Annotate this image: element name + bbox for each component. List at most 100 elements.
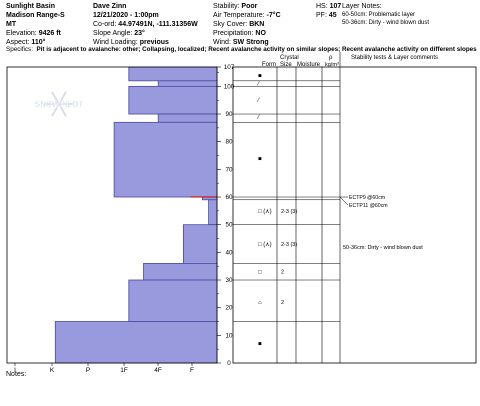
wind-label: Wind: xyxy=(213,39,231,46)
density-header: ρ xyxy=(329,55,333,61)
stability-test-label: ECTP9 @60cm xyxy=(349,195,385,201)
slope-value: 23° xyxy=(134,30,145,37)
depth-tick-label: 30 xyxy=(225,277,233,284)
specifics-text: Pit is adjacent to avalanche: other; Col… xyxy=(36,46,477,53)
grain-form: ⌂ xyxy=(258,300,262,306)
layer-note-2: 50-36cm: Dirty - wind blown dust xyxy=(342,20,430,26)
layer-comment: 50-36cm: Dirty - wind blown dust xyxy=(343,245,423,251)
grain-size: 2 xyxy=(281,270,284,276)
coords-label: Co-ord: xyxy=(93,21,117,28)
grain-form: □ (⋏) xyxy=(258,242,272,248)
wind-value: SW Strong xyxy=(232,39,269,46)
svg-text:SNOWPILOT: SNOWPILOT xyxy=(35,100,84,109)
grain-form: ■ xyxy=(258,73,262,79)
air-temp-row: Air Temperature: -7°C xyxy=(213,11,281,20)
aspect-row: Aspect: 110° xyxy=(6,38,45,47)
specifics-row: Specifics: Pit is adjacent to avalanche:… xyxy=(6,45,477,54)
hardness-tick-label: P xyxy=(86,367,90,374)
grain-table-frame xyxy=(232,66,477,364)
test-connector xyxy=(339,196,349,206)
hardness-bar xyxy=(208,199,218,226)
aspect-label: Aspect: xyxy=(6,39,30,46)
air-temp-value: -7°C xyxy=(266,12,281,19)
depth-tick-label: 50 xyxy=(225,222,233,229)
crystal-header: Crystal xyxy=(280,55,299,61)
range: Madison Range-S xyxy=(6,12,65,19)
pf-row: PF: 45 xyxy=(316,11,337,20)
air-temp-label: Air Temperature: xyxy=(213,12,265,19)
stability-label: Stability: xyxy=(213,3,240,10)
grain-form: ■ xyxy=(258,342,262,348)
wind-row: Wind: SW Strong xyxy=(213,38,269,47)
size-header: Size xyxy=(280,62,292,68)
elevation-label: Elevation: xyxy=(6,30,37,37)
hardness-bar xyxy=(128,279,218,322)
grain-form: ⁄ xyxy=(256,82,260,88)
stability-row: Stability: Poor xyxy=(213,2,257,11)
stability-test-label: ECTP11 @60cm xyxy=(349,203,388,209)
wind-loading-label: Wind Loading: xyxy=(93,39,138,46)
hardness-bar xyxy=(128,66,218,82)
depth-tick-label: 70 xyxy=(225,166,233,173)
location: Sunlight Basin xyxy=(6,3,55,10)
form-header: Form xyxy=(262,62,276,68)
hardness-tick-label: 4F xyxy=(154,367,162,374)
depth-tick-label: 40 xyxy=(225,249,233,256)
sky-row: Sky Cover: BKN xyxy=(213,20,264,29)
hardness-tick-label: 1F xyxy=(120,367,128,374)
grain-size: 2-3 (3) xyxy=(281,209,297,215)
pf-label: PF: xyxy=(316,12,327,19)
hardness-bar xyxy=(113,121,218,198)
depth-tick-label: 0 xyxy=(227,360,231,367)
hardness-bar xyxy=(182,224,218,264)
hardness-bar xyxy=(54,321,218,364)
hs-value: 107 xyxy=(329,3,342,10)
hardness-tick-label: I xyxy=(14,367,16,374)
precip-row: Precipitation: NO xyxy=(213,29,266,38)
hardness-tick-label: K xyxy=(50,367,55,374)
notes-label: Notes: xyxy=(6,371,27,378)
hardness-bar xyxy=(128,85,218,115)
pf-value: 45 xyxy=(328,12,337,19)
moisture-header: Moisture xyxy=(297,62,321,68)
slope-label: Slope Angle: xyxy=(93,30,133,37)
grain-form: □ (⋏) xyxy=(258,209,272,215)
elevation-value: 9426 ft xyxy=(38,30,61,37)
pit-header: Sunlight Basin Madison Range-S MT Elevat… xyxy=(0,0,480,47)
observer: Dave Zinn xyxy=(93,3,127,10)
slope-row: Slope Angle: 23° xyxy=(93,29,145,38)
stability-value: Poor xyxy=(241,3,258,10)
layer-notes-label: Layer Notes: xyxy=(342,3,382,10)
depth-tick-label: 100 xyxy=(224,83,235,90)
density-unit: kg/m³ xyxy=(325,62,339,68)
aspect-value: 110° xyxy=(31,39,46,46)
layer-note: 50-36cm: Dirty - wind blown dust xyxy=(342,19,429,28)
datetime: 12/21/2020 - 1:00pm xyxy=(93,12,159,19)
grain-form: ⁄ xyxy=(256,115,260,121)
coords-row: Co-ord: 44.97491N, -111.31356W xyxy=(93,20,198,29)
state: MT xyxy=(6,21,17,28)
grain-form: □ xyxy=(258,270,262,276)
grain-size: 2-3 (3) xyxy=(281,242,297,248)
depth-tick-label: 90 xyxy=(225,111,233,118)
sky-label: Sky Cover: xyxy=(213,21,248,28)
specifics-label: Specifics: xyxy=(6,46,33,53)
grain-form: ■ xyxy=(258,156,262,162)
sky-value: BKN xyxy=(249,21,265,28)
layer-note-1: 60-50cm: Problematic layer xyxy=(342,12,416,18)
hardness-bar xyxy=(143,263,218,281)
elevation-row: Elevation: 9426 ft xyxy=(6,29,61,38)
precip-value: NO xyxy=(255,30,266,37)
hs-row: HS: 107 xyxy=(316,2,341,11)
depth-tick-label: 60 xyxy=(225,194,233,201)
hardness-tick-label: F xyxy=(190,367,194,374)
layer-note: 60-50cm: Problematic layer xyxy=(342,11,415,20)
snowpilot-watermark: SNOWPILOT xyxy=(35,91,84,117)
depth-tick-label: 107 xyxy=(224,64,235,71)
tests-header: Stability tests & Layer comments xyxy=(351,55,438,61)
wind-loading-value: previous xyxy=(139,39,169,46)
hardness-bar xyxy=(157,113,218,123)
hardness-frame xyxy=(6,66,218,364)
grain-form: ⁄ xyxy=(256,98,260,104)
